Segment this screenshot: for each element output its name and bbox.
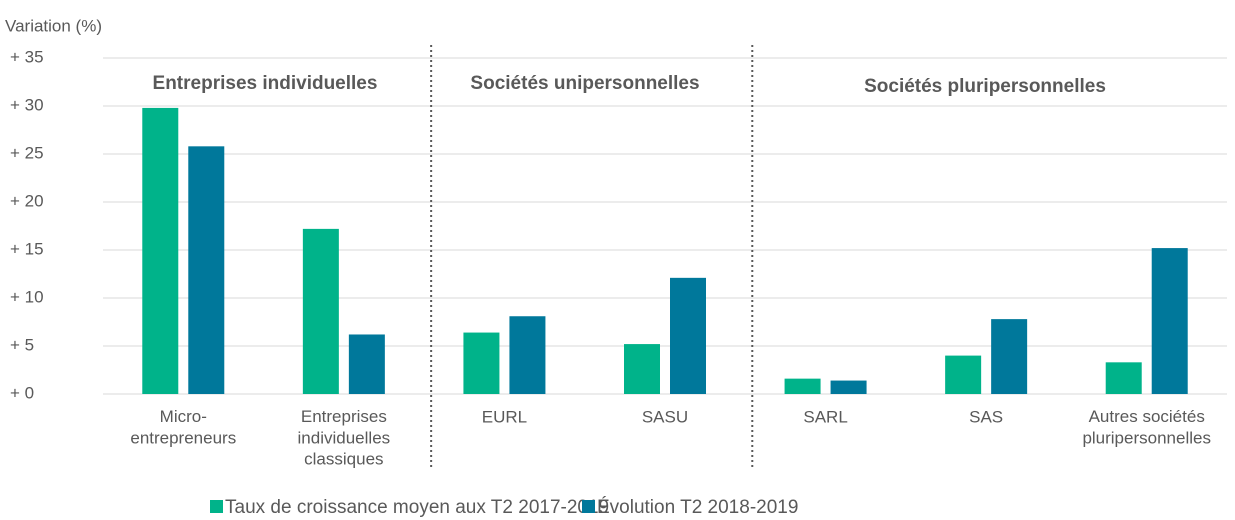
y-tick-label: + 20 xyxy=(10,191,44,210)
legend-label: Taux de croissance moyen aux T2 2017-201… xyxy=(225,497,609,518)
bar xyxy=(784,378,821,394)
bar xyxy=(1105,362,1142,394)
x-tick-label: SAS xyxy=(969,407,1003,426)
legend-swatch xyxy=(210,500,223,513)
x-tick-label: EURL xyxy=(482,407,527,426)
group-label: Sociétés pluripersonnelles xyxy=(864,76,1106,97)
bar xyxy=(624,344,660,394)
y-tick-label: + 35 xyxy=(10,47,44,66)
bar xyxy=(348,334,385,394)
y-tick-label: + 5 xyxy=(10,335,34,354)
legend-label: Évolution T2 2018-2019 xyxy=(597,497,798,518)
y-axis-label: Variation (%) xyxy=(5,16,102,35)
bar xyxy=(945,355,982,394)
bar xyxy=(463,332,500,394)
x-tick-label: Autres sociétés pluripersonnelles xyxy=(1082,407,1211,447)
group-label: Entreprises individuelles xyxy=(153,73,378,94)
x-tick-label: Micro-entrepreneurs xyxy=(130,407,236,447)
y-tick-label: + 25 xyxy=(10,143,44,162)
x-tick-label: SARL xyxy=(803,407,847,426)
bar xyxy=(142,107,179,395)
bar xyxy=(1151,248,1188,394)
bar xyxy=(670,277,706,394)
bar xyxy=(188,146,225,394)
legend-swatch xyxy=(582,500,595,513)
x-tick-label: Entreprises individuelles classiques xyxy=(298,407,391,469)
bar xyxy=(991,319,1028,394)
y-tick-label: + 0 xyxy=(10,383,34,402)
bar xyxy=(509,316,546,394)
bar xyxy=(302,228,339,394)
group-label: Sociétés unipersonnelles xyxy=(470,73,699,94)
y-tick-label: + 30 xyxy=(10,95,44,114)
x-tick-label: SASU xyxy=(642,407,688,426)
bar xyxy=(830,380,867,394)
y-tick-label: + 15 xyxy=(10,239,44,258)
y-tick-label: + 10 xyxy=(10,287,44,306)
